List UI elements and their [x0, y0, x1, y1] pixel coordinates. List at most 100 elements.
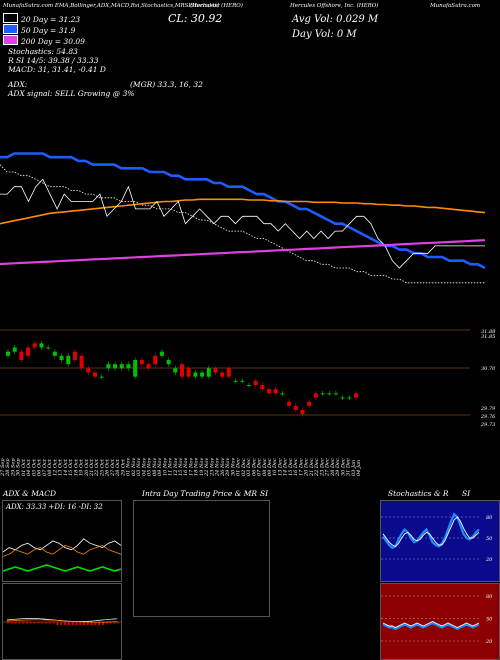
mrsi-level-label: 20 — [485, 639, 493, 645]
date-tick-label: 19 Oct — [79, 458, 85, 476]
candle-body — [246, 385, 251, 386]
macd-histogram-bar — [79, 622, 82, 625]
date-tick-label: 01 Nov — [126, 458, 132, 476]
date-tick-label: 30 Nov — [230, 458, 236, 476]
date-tick-label: 26 Nov — [220, 458, 226, 477]
date-tick-label: 15 Dec — [288, 458, 294, 476]
macd-histogram-bar — [48, 622, 51, 624]
date-tick-label: 02 Nov — [131, 458, 137, 476]
date-tick-label: 22 Nov — [204, 458, 210, 477]
candle-body — [106, 364, 111, 369]
date-tick-label: 26 Oct — [105, 458, 111, 477]
date-tick-label: 01 Dec — [236, 458, 242, 476]
date-tick-label: 29 Sep — [11, 458, 17, 477]
candle-body — [133, 360, 138, 377]
date-tick-label: 21 Oct — [89, 458, 95, 477]
day-volume: Day Vol: 0 M — [292, 29, 357, 40]
date-tick-label: 04 Jan — [356, 460, 362, 476]
header-title: MunafaSutra.com EMA,Bollinger,ADX,MACD,R… — [3, 3, 220, 9]
stoch-line-0 — [382, 512, 480, 550]
date-tick-label: 15 Nov — [178, 458, 184, 476]
series-line-ma200 — [0, 239, 486, 266]
date-tick-label: 28 Dec — [330, 458, 336, 477]
macd-histogram-bar — [105, 622, 108, 624]
candle-body — [166, 360, 171, 365]
candle-body — [86, 368, 91, 373]
candle-body — [340, 397, 345, 399]
adx-macd-title: ADX & MACD — [3, 489, 57, 498]
mrsi-line-0 — [382, 621, 480, 631]
candle-body — [6, 351, 10, 356]
date-tick-label: 25 Oct — [100, 458, 106, 477]
legend-adx-signal: ADX signal: SELL Growing @ 3% — [8, 89, 135, 98]
legend-ema200: 200 Day = 30.09 — [3, 35, 85, 47]
macd-histogram-bar — [26, 622, 28, 624]
date-tick-label: 13 Dec — [278, 458, 284, 476]
candle-body — [153, 355, 158, 365]
date-tick-label: 09 Nov — [157, 458, 163, 476]
macd-histogram-bar — [71, 622, 74, 625]
legend-ema20-text: 20 Day = 31.23 — [21, 15, 81, 24]
series-line-3 — [0, 178, 485, 269]
stochastics-lines: 80 50 20 — [381, 512, 493, 563]
macd-histogram-bar — [33, 622, 36, 624]
candle-body — [280, 393, 285, 395]
header-symbol: (Hercules) (HERO) — [190, 3, 243, 9]
stochastics-si-label: SI — [462, 489, 471, 498]
date-tick-label: 30 Dec — [340, 458, 346, 476]
date-tick-label: 28 Sep — [5, 458, 11, 477]
candle-body — [260, 385, 265, 390]
legend-macd: MACD: 31, 31.41, -0.41 D — [8, 65, 106, 74]
date-tick-label: 03 Nov — [136, 458, 142, 476]
y-tick-label: 29.79 — [480, 406, 496, 412]
candle-body — [99, 376, 104, 378]
macd-histogram-bar — [45, 622, 47, 624]
macd-histogram-bar — [83, 622, 85, 625]
date-tick-label: 10 Dec — [272, 458, 278, 476]
candle-body — [333, 393, 338, 395]
date-tick-label: 16 Nov — [183, 458, 189, 476]
date-tick-label: 16 Dec — [293, 458, 299, 476]
macd-histogram-bar — [64, 622, 66, 625]
mrsi-level-label: 80 — [486, 594, 493, 600]
header-company: Hercules Offshore, Inc. (HERO) — [290, 3, 379, 9]
macd-histogram-bar — [41, 622, 44, 624]
macd-lines — [3, 618, 121, 625]
date-tick-label: 27 Dec — [325, 458, 331, 477]
macd-histogram-bar — [98, 622, 101, 625]
candle-body — [126, 364, 131, 369]
candle-body — [226, 368, 231, 377]
date-tick-label: 06 Oct — [37, 458, 43, 476]
candle-body — [59, 355, 64, 360]
date-tick-label: 20 Dec — [304, 458, 310, 477]
mrsi-panel: 80 50 20 — [380, 583, 500, 660]
candle-body — [46, 347, 51, 349]
date-tick-label: 27 Sep — [0, 458, 6, 477]
date-tick-label: 15 Oct — [68, 458, 74, 476]
candle-body — [354, 393, 358, 398]
y-tick-label: 29.76 — [480, 414, 496, 420]
stoch-level-label: 50 — [486, 536, 493, 542]
date-tick-label: 18 Oct — [73, 458, 79, 476]
stoch-level-label: 20 — [485, 557, 493, 563]
date-tick-label: 09 Dec — [267, 458, 273, 476]
price-averages-chart — [0, 152, 486, 284]
date-tick-label: 17 Dec — [298, 458, 304, 476]
date-tick-label: 07 Oct — [42, 458, 48, 476]
stoch-line-1 — [382, 516, 480, 547]
candle-body — [180, 364, 184, 377]
macd-histogram-bar — [7, 622, 9, 624]
date-tick-label: 14 Oct — [63, 458, 69, 476]
date-tick-label: 29 Nov — [225, 458, 231, 477]
candle-body — [19, 351, 24, 360]
macd-histogram-bar — [56, 622, 59, 625]
candle-body — [193, 372, 198, 377]
date-tick-label: 10 Nov — [162, 458, 168, 476]
mrsi-line-1 — [382, 620, 480, 628]
candle-body — [200, 372, 205, 377]
macd-histogram-bar — [37, 622, 40, 624]
candle-body — [307, 401, 312, 406]
minus-di-line — [2, 544, 122, 557]
macd-histogram-bar — [102, 622, 104, 625]
candle-body — [273, 389, 278, 394]
